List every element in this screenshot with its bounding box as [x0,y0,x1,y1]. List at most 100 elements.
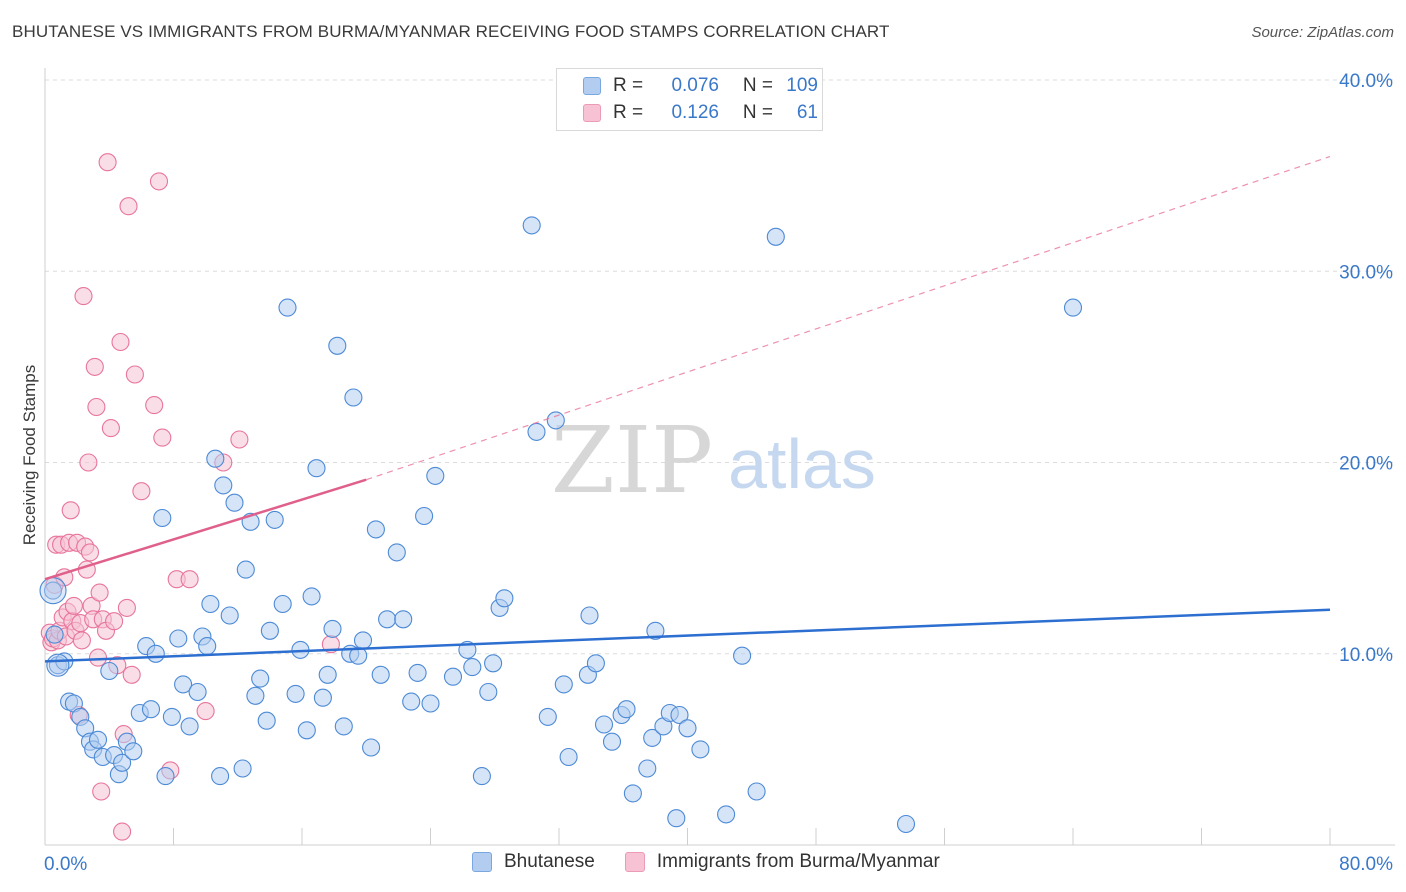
bhutanese-point [559,747,578,767]
bhutanese-point [402,692,421,711]
bhutanese-point [141,700,161,719]
bhutanese-point [546,411,565,430]
chart-source: Source: ZipAtlas.com [1251,24,1394,41]
bhutanese-point [378,610,397,629]
bhutanese-point [153,508,172,528]
burma-point [145,396,164,415]
bhutanese-point-large [46,653,70,677]
bhutanese-point [538,707,557,726]
bhutanese-point [313,688,332,707]
burma-point [196,702,215,721]
bhutanese-point [211,767,230,786]
burma-trend-line [44,478,367,581]
bhutanese-point [233,759,252,778]
legend-r-label: R = [613,102,644,123]
burma-point [101,419,120,438]
bhutanese-point [443,667,463,686]
burma-point [92,782,111,801]
bhutanese-point [670,705,689,725]
bhutanese-point [100,661,119,681]
burma-point [113,822,132,841]
bhutanese-point [479,682,498,702]
legend-r-value: 0.076 [671,75,719,96]
bhutanese-point [747,782,766,801]
bhutanese-point [278,298,297,317]
correlation-legend: R = 0.076 N = 109 R = 0.126 N = 61 [556,68,823,131]
bhutanese-point [766,227,785,246]
bhutanese-point [297,721,316,740]
legend-item-burma: Immigrants from Burma/Myanmar [624,851,940,873]
bhutanese-point [334,717,353,736]
burma-point [105,612,124,631]
bhutanese-point [733,646,752,665]
burma-point [80,543,100,562]
burma-point [153,428,172,447]
bhutanese-point [602,732,622,751]
burma-point [132,482,151,501]
bhutanese-point [214,476,233,495]
tick-labels: 10.0% 20.0% 30.0% 40.0% 0.0% 80.0% [44,71,1393,875]
bhutanese-point [257,711,276,730]
bhutanese-point [328,336,347,355]
data-points [39,153,1083,841]
legend-swatch-blue [472,852,492,872]
burma-point [87,397,106,417]
bhutanese-point [366,520,385,539]
bhutanese-point [554,675,573,694]
burma-point [117,598,136,617]
bhutanese-point [646,621,665,640]
x-tick-label: 80.0% [1339,854,1393,875]
y-tick-label: 40.0% [1339,71,1393,92]
legend-swatch-pink [624,852,645,872]
x-tick-label: 0.0% [44,854,87,875]
watermark-zip: ZIP [551,407,713,514]
burma-point [61,501,80,520]
bhutanese-point [1063,298,1083,317]
burma-point [180,570,199,589]
legend-item-bhutanese: Bhutanese [472,851,595,873]
series-legend: Bhutanese Immigrants from Burma/Myanmar [472,851,970,873]
bhutanese-point [225,493,244,512]
bhutanese-point [307,459,326,478]
axes [44,68,1395,846]
burma-point [149,172,169,191]
bhutanese-point [472,767,491,786]
burma-point [85,357,104,376]
bhutanese-point [146,644,165,663]
bhutanese-point-large [39,577,67,605]
bhutanese-point [495,589,514,608]
bhutanese-point [251,669,270,688]
burma-point [72,631,91,650]
legend-r-label: R = [613,75,644,96]
legend-n-label: N = [742,102,773,123]
bhutanese-point [88,730,108,749]
legend-n-value: 61 [796,102,818,123]
bhutanese-point [617,700,636,719]
bhutanese-point [426,466,445,485]
bhutanese-point [408,663,427,682]
bhutanese-trend-line [44,608,1331,663]
bhutanese-point [236,560,255,579]
bhutanese-point [344,388,363,407]
bhutanese-point [522,216,541,235]
trend-lines [44,155,1331,663]
bhutanese-point [273,594,292,614]
y-tick-label: 30.0% [1339,262,1393,283]
watermark-atlas: atlas [728,425,876,503]
bhutanese-point [484,654,503,673]
bhutanese-point [594,715,614,734]
legend-row-burma: R = 0.126 N = 61 [583,101,818,125]
burma-point [230,430,249,449]
burma-point [111,332,130,352]
bhutanese-point [323,619,342,638]
burma-point [98,153,117,172]
bhutanese-point [415,506,434,526]
bhutanese-point [717,805,736,824]
bhutanese-point [678,719,697,738]
bhutanese-point [45,625,64,644]
watermark: ZIP atlas [551,407,876,514]
bhutanese-point [43,581,63,600]
bhutanese-point [220,606,239,625]
bhutanese-point [638,759,657,778]
legend-label-burma: Immigrants from Burma/Myanmar [656,851,940,872]
